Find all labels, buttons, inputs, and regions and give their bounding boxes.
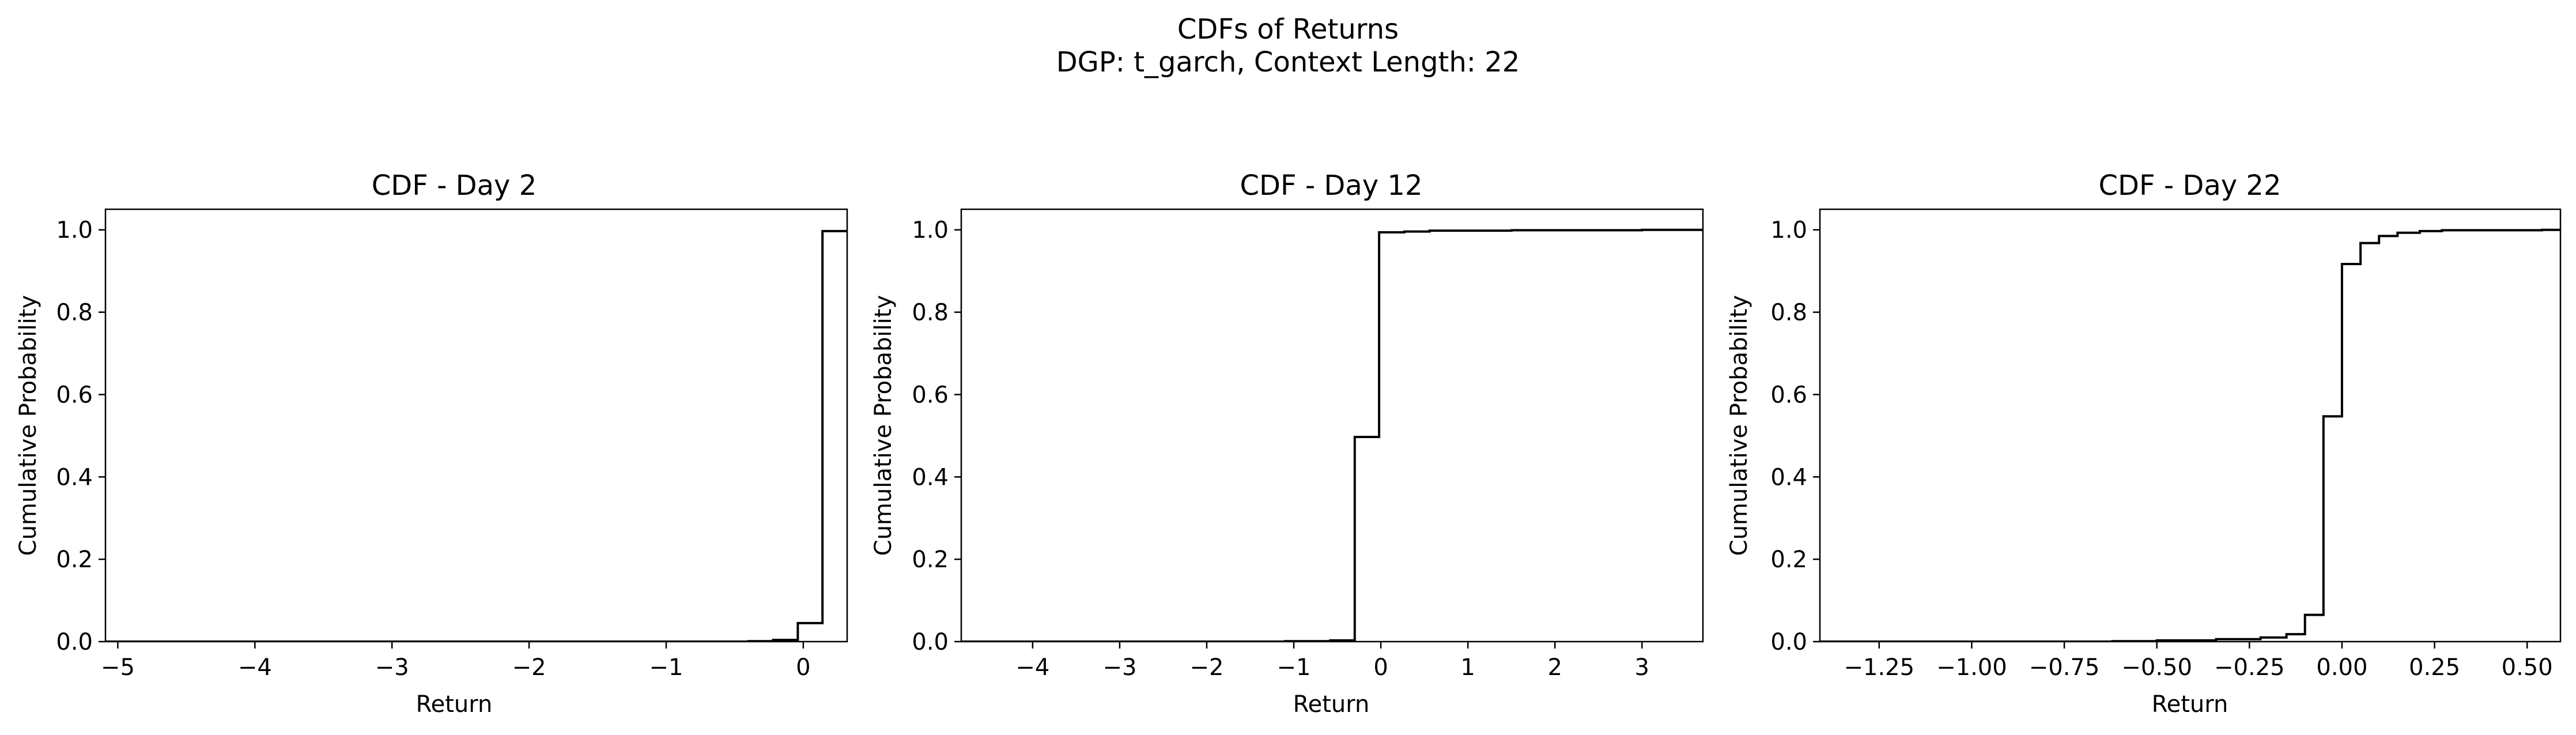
y-tick-label: 0.2 — [56, 546, 93, 573]
x-axis-label: Return — [2152, 691, 2228, 718]
x-tick-label: −0.25 — [2214, 654, 2285, 681]
y-axis-label: Cumulative Probability — [870, 295, 897, 556]
x-tick-label: 0 — [1373, 654, 1388, 681]
y-tick-label: 0.4 — [1770, 464, 1807, 491]
y-tick-label: 0.8 — [1770, 300, 1807, 326]
x-tick-label: −2 — [1189, 654, 1223, 681]
subplot-title: CDF - Day 2 — [372, 169, 537, 202]
cdf-series-line-0 — [1820, 228, 2560, 642]
axes-frame — [1819, 208, 2562, 643]
x-tick-label: 1 — [1460, 654, 1475, 681]
figure-title-line-2: DGP: t_garch, Context Length: 22 — [1056, 46, 1520, 78]
plot-area: −5 −4 −3 −2 −1 0 0.0 0.2 0.4 0.6 0.8 1.0 — [56, 208, 848, 681]
cdf-series-line-0 — [961, 228, 1703, 642]
x-tick-label: −0.75 — [2029, 654, 2100, 681]
plot-area: −1.25 −1.00 −0.75 −0.50 −0.25 0.00 0.25 0.50 0.0… — [1770, 208, 2562, 681]
x-tick-label: 0.25 — [2409, 654, 2460, 681]
x-tick-label: −1.25 — [1844, 654, 1915, 681]
y-tick-label: 1.0 — [912, 217, 949, 244]
y-tick-label: 0.8 — [56, 300, 93, 326]
y-tick-label: 0.0 — [912, 629, 949, 655]
x-tick-label: −1.00 — [1936, 654, 2007, 681]
y-tick-label: 0.2 — [912, 546, 949, 573]
x-tick-label: 0.00 — [2316, 654, 2367, 681]
x-tick-label: −5 — [101, 654, 135, 681]
x-tick-label: 2 — [1547, 654, 1562, 681]
subplot-day-12: CDF - Day 12 Return Cumulative Probabili… — [870, 169, 1704, 718]
y-tick-label: 0.2 — [1770, 546, 1807, 573]
x-tick-label: −2 — [512, 654, 546, 681]
x-tick-label: −1 — [1277, 654, 1311, 681]
x-tick-label: 3 — [1635, 654, 1649, 681]
y-axis-label: Cumulative Probability — [15, 295, 41, 556]
x-tick-label: −1 — [649, 654, 683, 681]
subplot-day-22: CDF - Day 22 Return Cumulative Probabili… — [1726, 169, 2562, 718]
y-tick-label: 0.6 — [912, 382, 949, 408]
y-tick-label: 0.6 — [1770, 382, 1807, 408]
plot-area: −4 −3 −2 −1 0 1 2 3 0.0 0.2 0.4 0.6 0.8 1.0 — [912, 208, 1704, 681]
figure-title-line-1: CDFs of Returns — [1177, 13, 1399, 46]
axes-frame — [960, 208, 1704, 643]
y-tick-label: 0.8 — [912, 300, 949, 326]
x-axis-label: Return — [416, 691, 493, 718]
subplot-title: CDF - Day 22 — [2098, 169, 2281, 202]
x-tick-label: −4 — [1015, 654, 1049, 681]
y-tick-label: 0.4 — [56, 464, 93, 491]
x-tick-label: −0.50 — [2121, 654, 2192, 681]
subplot-title: CDF - Day 12 — [1240, 169, 1422, 202]
y-tick-label: 0.0 — [56, 629, 93, 655]
y-axis-label: Cumulative Probability — [1726, 295, 1752, 556]
y-tick-label: 0.4 — [912, 464, 949, 491]
cdf-series-line-0 — [105, 229, 847, 642]
x-tick-label: 0 — [796, 654, 810, 681]
y-tick-label: 1.0 — [56, 217, 93, 244]
x-axis-label: Return — [1293, 691, 1370, 718]
y-tick-label: 1.0 — [1770, 217, 1807, 244]
x-tick-label: −4 — [238, 654, 272, 681]
axes-frame — [104, 208, 848, 643]
y-tick-label: 0.0 — [1770, 629, 1807, 655]
x-tick-label: −3 — [375, 654, 409, 681]
x-tick-label: 0.50 — [2502, 654, 2553, 681]
y-tick-label: 0.6 — [56, 382, 93, 408]
x-tick-label: −3 — [1102, 654, 1136, 681]
subplot-day-2: CDF - Day 2 Return Cumulative Probabilit… — [15, 169, 848, 718]
